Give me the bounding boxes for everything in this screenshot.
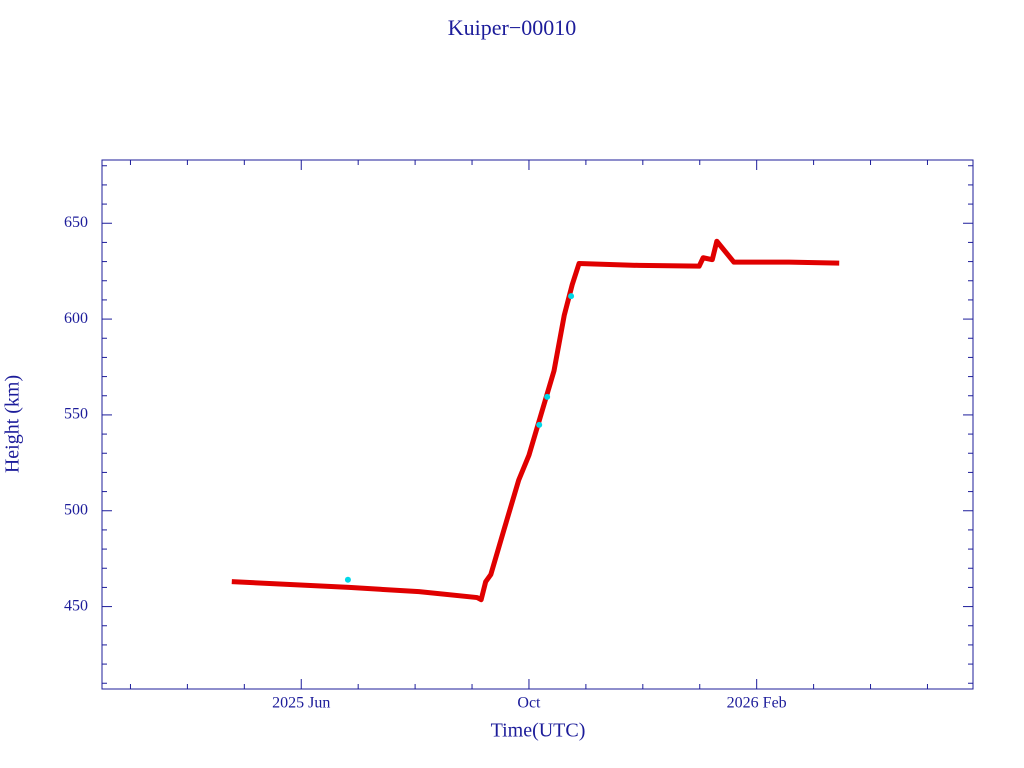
y-tick-label: 600: [64, 310, 88, 327]
data-point: [568, 293, 575, 300]
y-tick-label: 650: [64, 214, 88, 231]
x-axis-label: Time(UTC): [491, 720, 586, 742]
data-point: [536, 421, 543, 428]
data-line: [231, 238, 840, 603]
y-tick-label: 450: [64, 597, 88, 614]
chart-title: Kuiper−00010: [448, 15, 577, 40]
x-tick-label: 2026 Feb: [727, 695, 787, 712]
y-axis-label: Height (km): [2, 375, 24, 473]
y-tick-label: 500: [64, 501, 88, 518]
x-tick-label: 2025 Jun: [272, 695, 330, 712]
data-point: [344, 576, 351, 583]
plot-frame: [101, 159, 974, 690]
y-tick-label: 550: [64, 406, 88, 423]
x-tick-label: Oct: [517, 695, 541, 712]
data-point: [544, 393, 551, 400]
